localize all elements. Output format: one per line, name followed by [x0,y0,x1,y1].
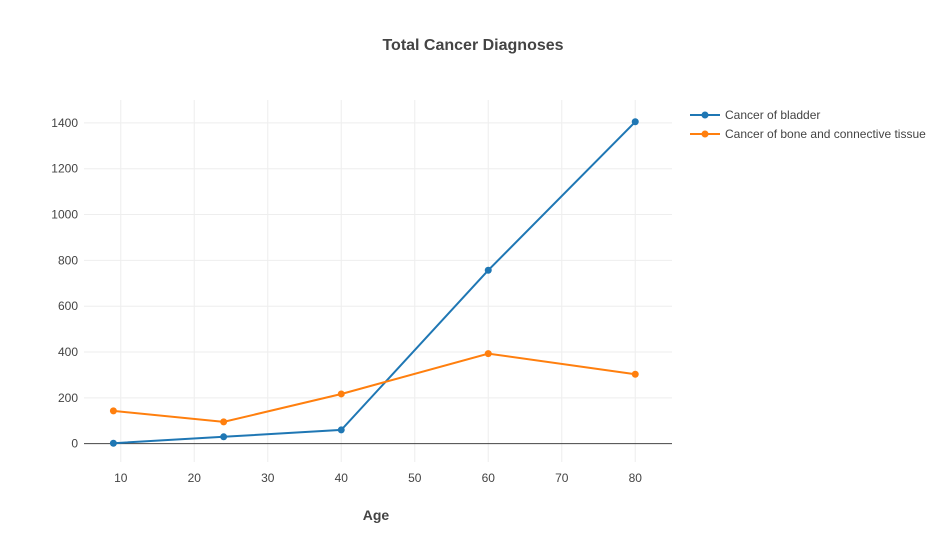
legend-item[interactable]: Cancer of bone and connective tissue [690,127,926,141]
series-layer [109,118,639,447]
y-tick-label: 1000 [51,208,78,222]
y-axis: 0 200 400 600 800 1000 1200 1400 [51,116,78,451]
y-tick-label: 1400 [51,116,78,130]
legend-swatch-marker [701,111,709,119]
data-point [109,439,117,447]
x-tick-label: 30 [261,471,275,485]
series-line [113,352,636,423]
series-0 [109,118,639,447]
y-tick-label: 400 [58,345,78,359]
legend-item[interactable]: Cancer of bladder [690,108,820,122]
x-tick-label: 60 [482,471,496,485]
y-tick-label: 1200 [51,162,78,176]
x-tick-label: 80 [629,471,643,485]
legend-swatch-marker [701,130,709,138]
data-point [631,370,639,378]
x-tick-label: 20 [188,471,202,485]
y-tick-label: 600 [58,299,78,313]
y-tick-label: 0 [71,437,78,451]
x-tick-label: 50 [408,471,422,485]
x-axis-title: Age [363,507,390,523]
series-1 [109,350,639,426]
x-tick-label: 40 [335,471,349,485]
data-point [109,407,117,415]
x-axis: 10 20 30 40 50 60 70 80 [114,471,642,485]
x-tick-label: 70 [555,471,569,485]
data-point [337,426,345,434]
data-point [220,418,228,426]
grid [84,100,672,462]
chart-title: Total Cancer Diagnoses [382,37,563,54]
data-point [631,118,639,126]
data-point [484,266,492,274]
legend-label: Cancer of bladder [725,108,820,122]
series-line [113,121,637,445]
data-point [484,350,492,358]
x-tick-label: 10 [114,471,128,485]
legend: Cancer of bladder Cancer of bone and conn… [690,108,926,141]
legend-label: Cancer of bone and connective tissue [725,127,926,141]
data-point [220,433,228,441]
y-tick-label: 200 [58,391,78,405]
data-point [337,390,345,398]
y-tick-label: 800 [58,253,78,267]
